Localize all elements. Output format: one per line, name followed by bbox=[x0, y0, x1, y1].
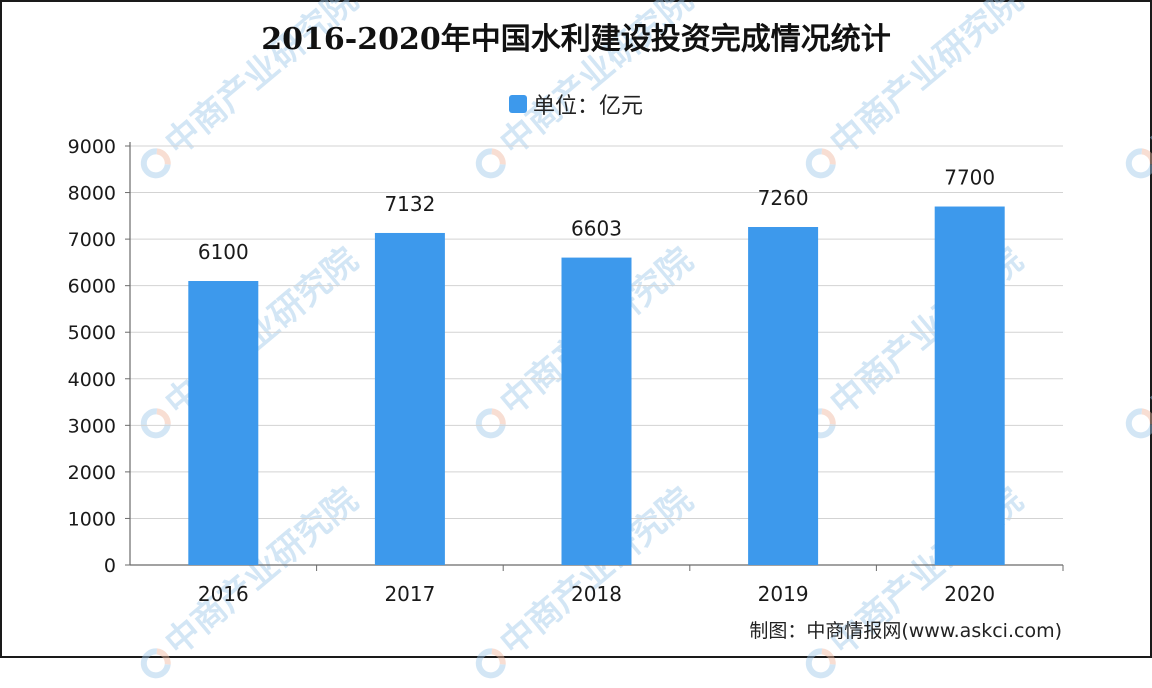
bar bbox=[188, 281, 259, 565]
y-tick-label: 0 bbox=[104, 555, 116, 577]
y-tick-label: 2000 bbox=[68, 462, 116, 484]
x-tick-label: 2016 bbox=[198, 582, 249, 606]
y-tick-label: 6000 bbox=[68, 276, 116, 298]
legend: 单位：亿元 bbox=[0, 88, 1152, 120]
bars bbox=[188, 206, 1005, 566]
data-label: 6100 bbox=[198, 240, 249, 264]
bar bbox=[374, 232, 445, 566]
x-tick-label: 2019 bbox=[758, 582, 809, 606]
legend-label: 单位：亿元 bbox=[532, 94, 643, 119]
y-tick-label: 9000 bbox=[68, 136, 116, 158]
tick-labels: 0 1000 2000 3000 4000 5000 6000 7000 8000 9000 201… bbox=[68, 136, 996, 606]
bar-chart: 6100 7132 6603 7260 7700 0 1000 2000 3000 4000 50… bbox=[68, 136, 1064, 606]
y-tick-label: 8000 bbox=[68, 183, 116, 205]
data-labels: 6100 7132 6603 7260 7700 bbox=[198, 166, 995, 264]
y-tick-label: 5000 bbox=[68, 322, 116, 344]
source-note: 制图：中商情报网(www.askci.com) bbox=[749, 620, 1062, 642]
data-label: 6603 bbox=[571, 217, 622, 241]
y-tick-label: 7000 bbox=[68, 229, 116, 251]
bar bbox=[748, 227, 819, 566]
x-tick-label: 2017 bbox=[384, 582, 435, 606]
x-tick-label: 2018 bbox=[571, 582, 622, 606]
y-tick-label: 3000 bbox=[68, 415, 116, 437]
chart-title: 2016-2020年中国水利建设投资完成情况统计 bbox=[261, 22, 891, 57]
data-label: 7260 bbox=[758, 186, 809, 210]
bar bbox=[934, 206, 1005, 565]
legend-swatch bbox=[508, 95, 527, 113]
y-tick-label: 1000 bbox=[68, 508, 116, 530]
data-label: 7700 bbox=[944, 166, 995, 190]
data-label: 7132 bbox=[384, 192, 435, 216]
x-tick-label: 2020 bbox=[944, 582, 995, 606]
bar bbox=[561, 257, 632, 565]
y-tick-label: 4000 bbox=[68, 369, 116, 391]
